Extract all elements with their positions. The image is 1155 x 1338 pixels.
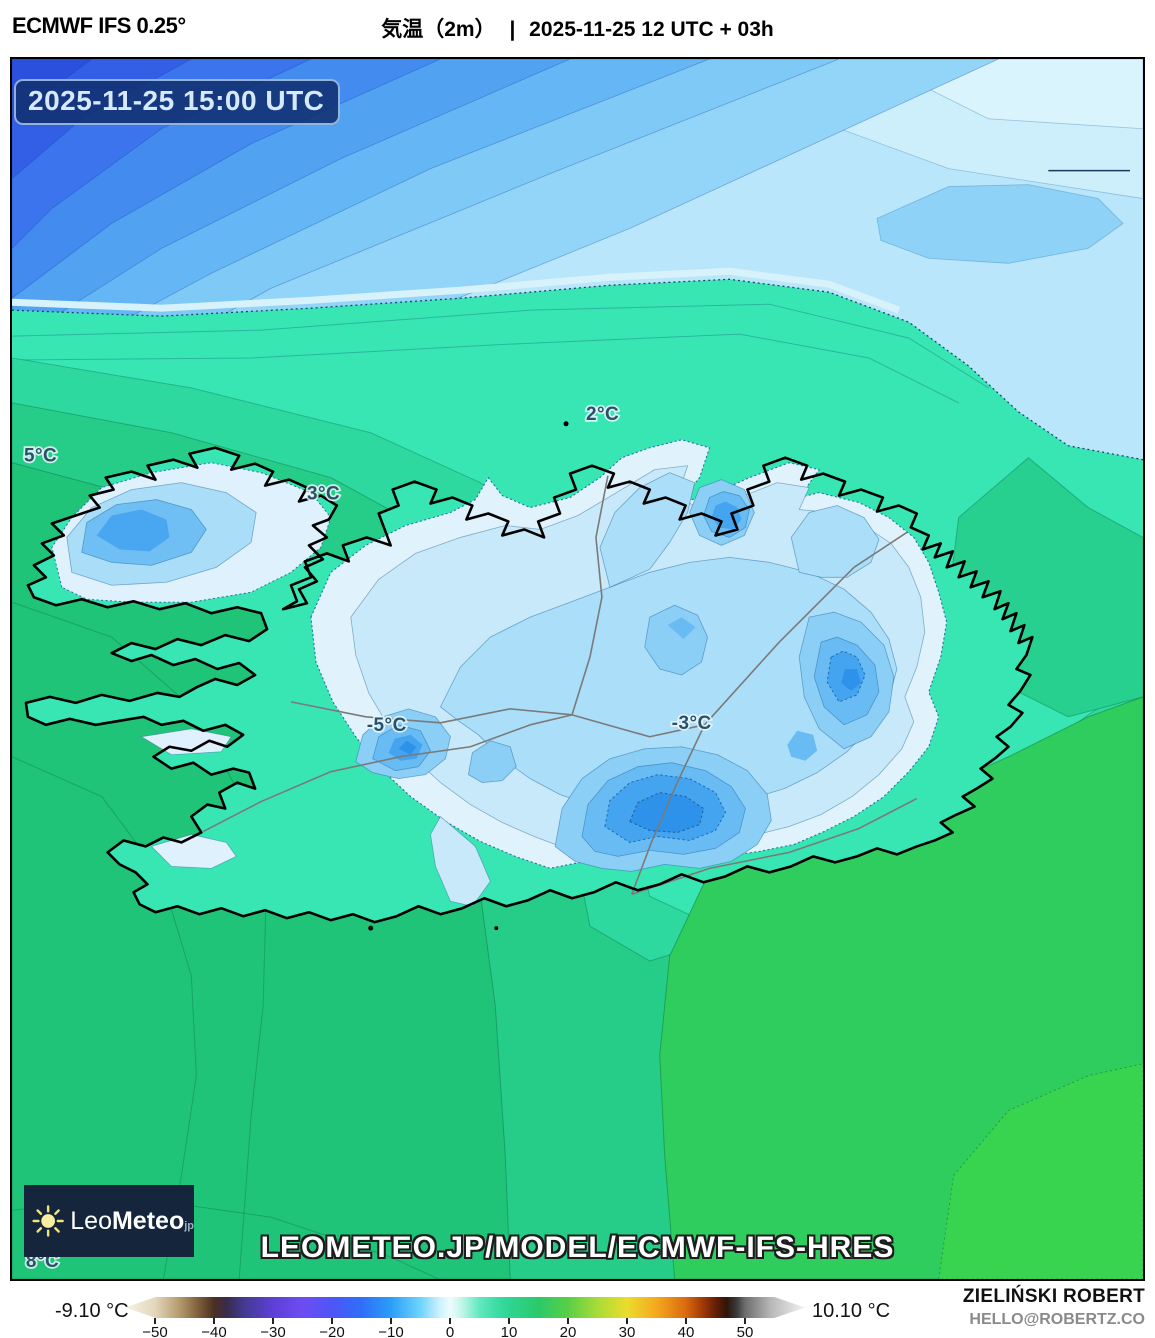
brightest-green-corner — [938, 1063, 1143, 1279]
sw-pale — [150, 834, 237, 869]
contour-label: -3°C — [672, 713, 712, 734]
road-north — [571, 475, 609, 716]
contour-labels-layer: 5°C3°C2°C-5°C -3°C8°C — [22, 402, 713, 1274]
road-southcoast — [631, 797, 918, 896]
run-info: 2025-11-25 12 UTC + 03h — [529, 18, 774, 41]
colorbar-ticks: −50 −40 −30 −20 −10 0 10 20 30 40 50 — [142, 1318, 753, 1338]
temperature-map-svg: 5°C3°C2°C-5°C -3°C8°C — [12, 59, 1143, 1279]
cold-core-small — [467, 740, 517, 784]
road-west — [290, 701, 573, 724]
interior-cold-blobs — [51, 439, 948, 907]
road-southwest — [202, 714, 573, 833]
header-divider: | — [509, 18, 516, 41]
leometeo-logo: LeoMeteojp — [24, 1185, 194, 1257]
colorbar-gradient — [125, 1297, 805, 1318]
watermark-url: LEOMETEO.JP/MODEL/ECMWF-IFS-HRES — [260, 1231, 895, 1264]
freezing-line-dotted — [12, 278, 1143, 461]
snaefellsnes-pale — [140, 728, 232, 756]
small-islands — [368, 421, 569, 931]
interior-m2c-ne — [790, 505, 880, 578]
cold-core-west-6 — [398, 740, 417, 755]
logo-suffix: jp — [184, 1219, 194, 1232]
credit-block: ZIELIŃSKI ROBERT HELLO@ROBERTZ.CO — [963, 1286, 1145, 1329]
contour-label: 5°C — [24, 446, 57, 467]
teal-thin-contours — [12, 303, 989, 404]
prefreeze-light-strip — [12, 267, 901, 314]
sun-icon — [32, 1205, 64, 1237]
header-title: 気温（2m） | 2025-11-25 12 UTC + 03h — [0, 13, 1155, 43]
colorbar-max-label: 10.10 °C — [812, 1300, 891, 1322]
colorbar-min-label: -9.10 °C — [55, 1300, 129, 1322]
vatnajokull-6 — [629, 792, 705, 833]
westfjords-core — [96, 509, 170, 552]
header-bar: ECMWF IFS 0.25° 気温（2m） | 2025-11-25 12 U… — [0, 0, 1155, 57]
roads — [202, 475, 918, 896]
cold-core-ne-6 — [841, 669, 861, 691]
contour-label: 2°C — [586, 404, 619, 425]
colorbar: −50 −40 −30 −20 −10 0 10 20 30 40 50 — [125, 1297, 805, 1338]
logo-brand-bold: Meteo — [111, 1206, 185, 1235]
contour-label: -5°C — [367, 715, 407, 736]
map-area: 5°C 3°C 2°C -5°C -3°C 8°C 2025-11-25 15:00 UT… — [10, 57, 1145, 1281]
south-tongue — [430, 815, 491, 907]
logo-text: LeoMeteojp — [70, 1207, 194, 1236]
contour-label: 3°C — [307, 484, 340, 505]
credit-email: HELLO@ROBERTZ.CO — [969, 1311, 1145, 1328]
variable-label: 気温（2m） — [381, 18, 496, 41]
model-name: ECMWF IFS 0.25° — [12, 13, 186, 38]
cold-core-cn — [644, 604, 708, 676]
interior-m2c-north — [599, 472, 696, 588]
road-northeast — [571, 531, 908, 738]
logo-brand-light: Leo — [70, 1206, 112, 1235]
timestamp-badge: 2025-11-25 15:00 UTC — [14, 79, 341, 125]
road-southeast — [631, 724, 706, 895]
cold-spot-e — [787, 730, 818, 761]
cold-diamond — [667, 617, 696, 640]
iceland-coastline — [24, 446, 1034, 924]
credit-name: ZIELIŃSKI ROBERT — [962, 1286, 1145, 1307]
